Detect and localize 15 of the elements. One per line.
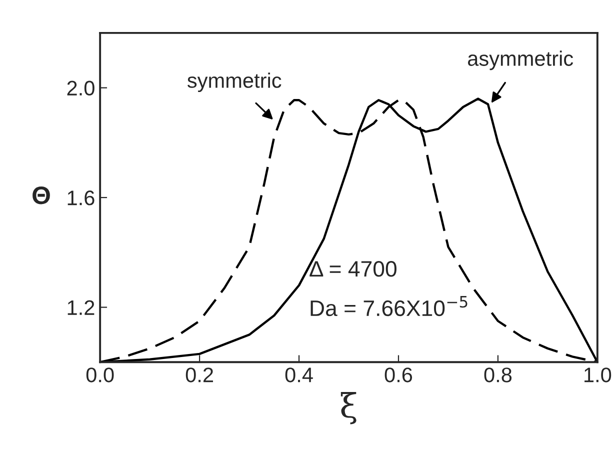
x-tick-label: 0.2 bbox=[186, 368, 213, 382]
x-tick-label: 1.0 bbox=[584, 368, 612, 382]
y-tick-label: 2.0 bbox=[67, 80, 94, 96]
annotation: asymmetric bbox=[468, 50, 574, 70]
annotation: Da = 7.66X10$^{−5}$ bbox=[310, 296, 468, 316]
x-tick-label: 0.6 bbox=[384, 368, 412, 382]
x-axis-title: ξ bbox=[340, 392, 356, 424]
annotation: symmetric bbox=[187, 72, 282, 92]
y-tick-label: 1.2 bbox=[68, 300, 94, 315]
annotation: Δ = 4700 bbox=[310, 261, 396, 277]
x-tick-label: 0.4 bbox=[285, 368, 313, 382]
x-tick-label: 0.8 bbox=[484, 368, 512, 382]
y-tick-label: 1.6 bbox=[68, 190, 94, 206]
y-axis-title: Θ bbox=[32, 186, 50, 204]
x-tick-label: 0.0 bbox=[86, 368, 114, 382]
